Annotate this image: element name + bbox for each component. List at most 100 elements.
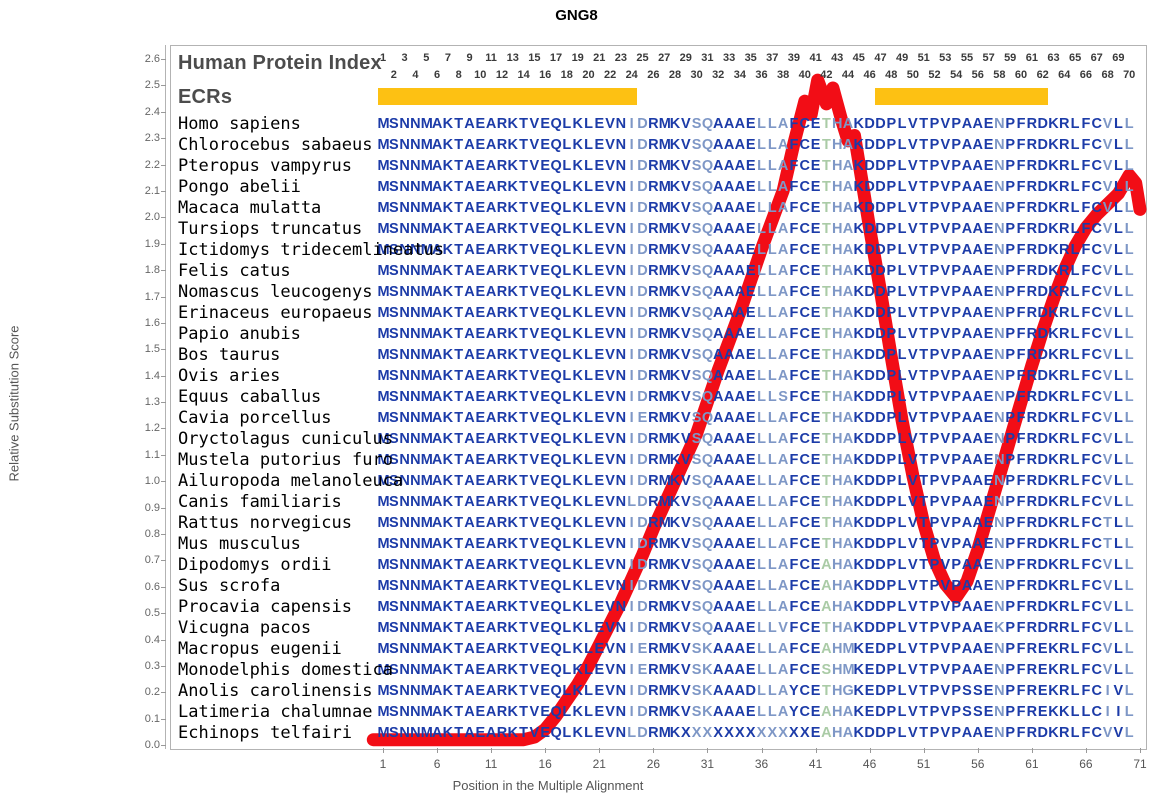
residue: R [1026,514,1038,531]
residue: R [496,661,508,678]
residue: K [442,493,454,510]
residue: D [1037,430,1048,447]
residue: P [929,535,940,552]
residue: N [399,661,410,678]
residue: V [680,682,691,699]
residue: E [983,136,994,153]
residue: K [1048,703,1059,720]
residue: F [789,472,799,489]
residue: P [951,724,962,741]
residue: K [853,619,865,636]
residue: M [658,619,671,636]
residue: F [1081,472,1091,489]
residue: V [908,451,918,468]
residue: T [519,115,529,132]
ruler-number: 62 [1036,69,1049,81]
residue: N [399,619,410,636]
residue: A [485,325,497,342]
residue: A [431,451,443,468]
residue: I [629,388,634,405]
residue: C [799,430,811,447]
residue: I [629,409,634,426]
x-tick-mark [815,748,817,753]
residue: M [658,241,671,258]
x-tick-label: 36 [754,757,769,771]
residue: E [810,178,821,195]
residue: L [757,472,766,489]
residue: N [410,472,421,489]
residue: P [951,409,962,426]
residue: S [691,409,702,426]
x-tick-label: 1 [379,757,387,771]
ruler-number: 15 [528,52,541,64]
residue: R [496,304,508,321]
residue: I [629,451,634,468]
residue: T [821,136,831,153]
residue: L [897,535,907,552]
residue: L [562,619,572,636]
x-tick-mark [491,748,493,753]
residue: E [594,493,605,510]
residue: E [745,178,756,195]
residue: N [410,640,421,657]
residue: V [529,241,540,258]
residue: C [1091,451,1102,468]
residue: V [680,619,691,636]
residue: T [919,157,929,174]
residue: R [496,493,508,510]
residue: E [540,388,551,405]
residue: H [831,220,843,237]
residue: L [767,598,777,615]
residue: P [929,199,940,216]
residue: L [767,346,777,363]
residue: T [519,346,529,363]
sequence-row: Anolis carolinensis M S N N M A K T A E A R K T V E Q L K L E… [0,681,1153,702]
x-tick-label: 41 [808,757,823,771]
residue: A [723,367,735,384]
sequence-row: Oryctolagus cuniculus M S N N M A K T A E A R K T V E Q L K… [0,429,1153,450]
residue: F [789,619,799,636]
ruler-number: 32 [712,69,725,81]
residue: P [951,283,962,300]
ruler-number: 22 [603,69,617,81]
residue: N [994,115,1005,132]
residue: N [615,598,627,615]
sequence-row: Echinops telfairi M S N N M A K T A E A R K T V E Q L K L E V N… [0,723,1153,744]
y-tick-label: 1.5 [144,343,160,356]
residue: S [388,682,399,699]
residue: K [442,157,454,174]
residue: Q [701,409,714,426]
residue: N [399,472,410,489]
residue: Q [701,199,714,216]
residue: F [789,577,799,594]
residue: E [745,304,756,321]
residue: L [757,514,766,531]
sequence-row: Dipodomys ordii M S N N M A K T A E A R K T V E Q L K L E V N I D… [0,555,1153,576]
x-tick-label: 16 [538,757,552,771]
residue: T [919,346,929,363]
residue: L [1124,598,1134,615]
residue: S [388,619,399,636]
residue: L [757,703,766,720]
residue: I [629,703,634,720]
residue: Q [701,430,714,447]
residue: Q [550,703,562,720]
residue: A [485,661,497,678]
residue: Q [550,346,562,363]
residue: H [831,472,843,489]
residue: S [388,493,399,510]
residue: T [919,115,929,132]
residue: I [629,367,634,384]
residue: C [799,199,811,216]
residue: E [540,451,551,468]
residue: L [562,346,572,363]
residue: L [767,409,777,426]
sequence-row: Bos taurus M S N N M A K T A E A R K T V E Q L K L E V N I D R M K V S… [0,345,1153,366]
residue: V [908,640,918,657]
residue: A [712,136,724,153]
residue: L [767,430,777,447]
residue: K [853,157,865,174]
residue: N [994,682,1005,699]
residue: P [929,262,940,279]
residue: D [875,199,886,216]
